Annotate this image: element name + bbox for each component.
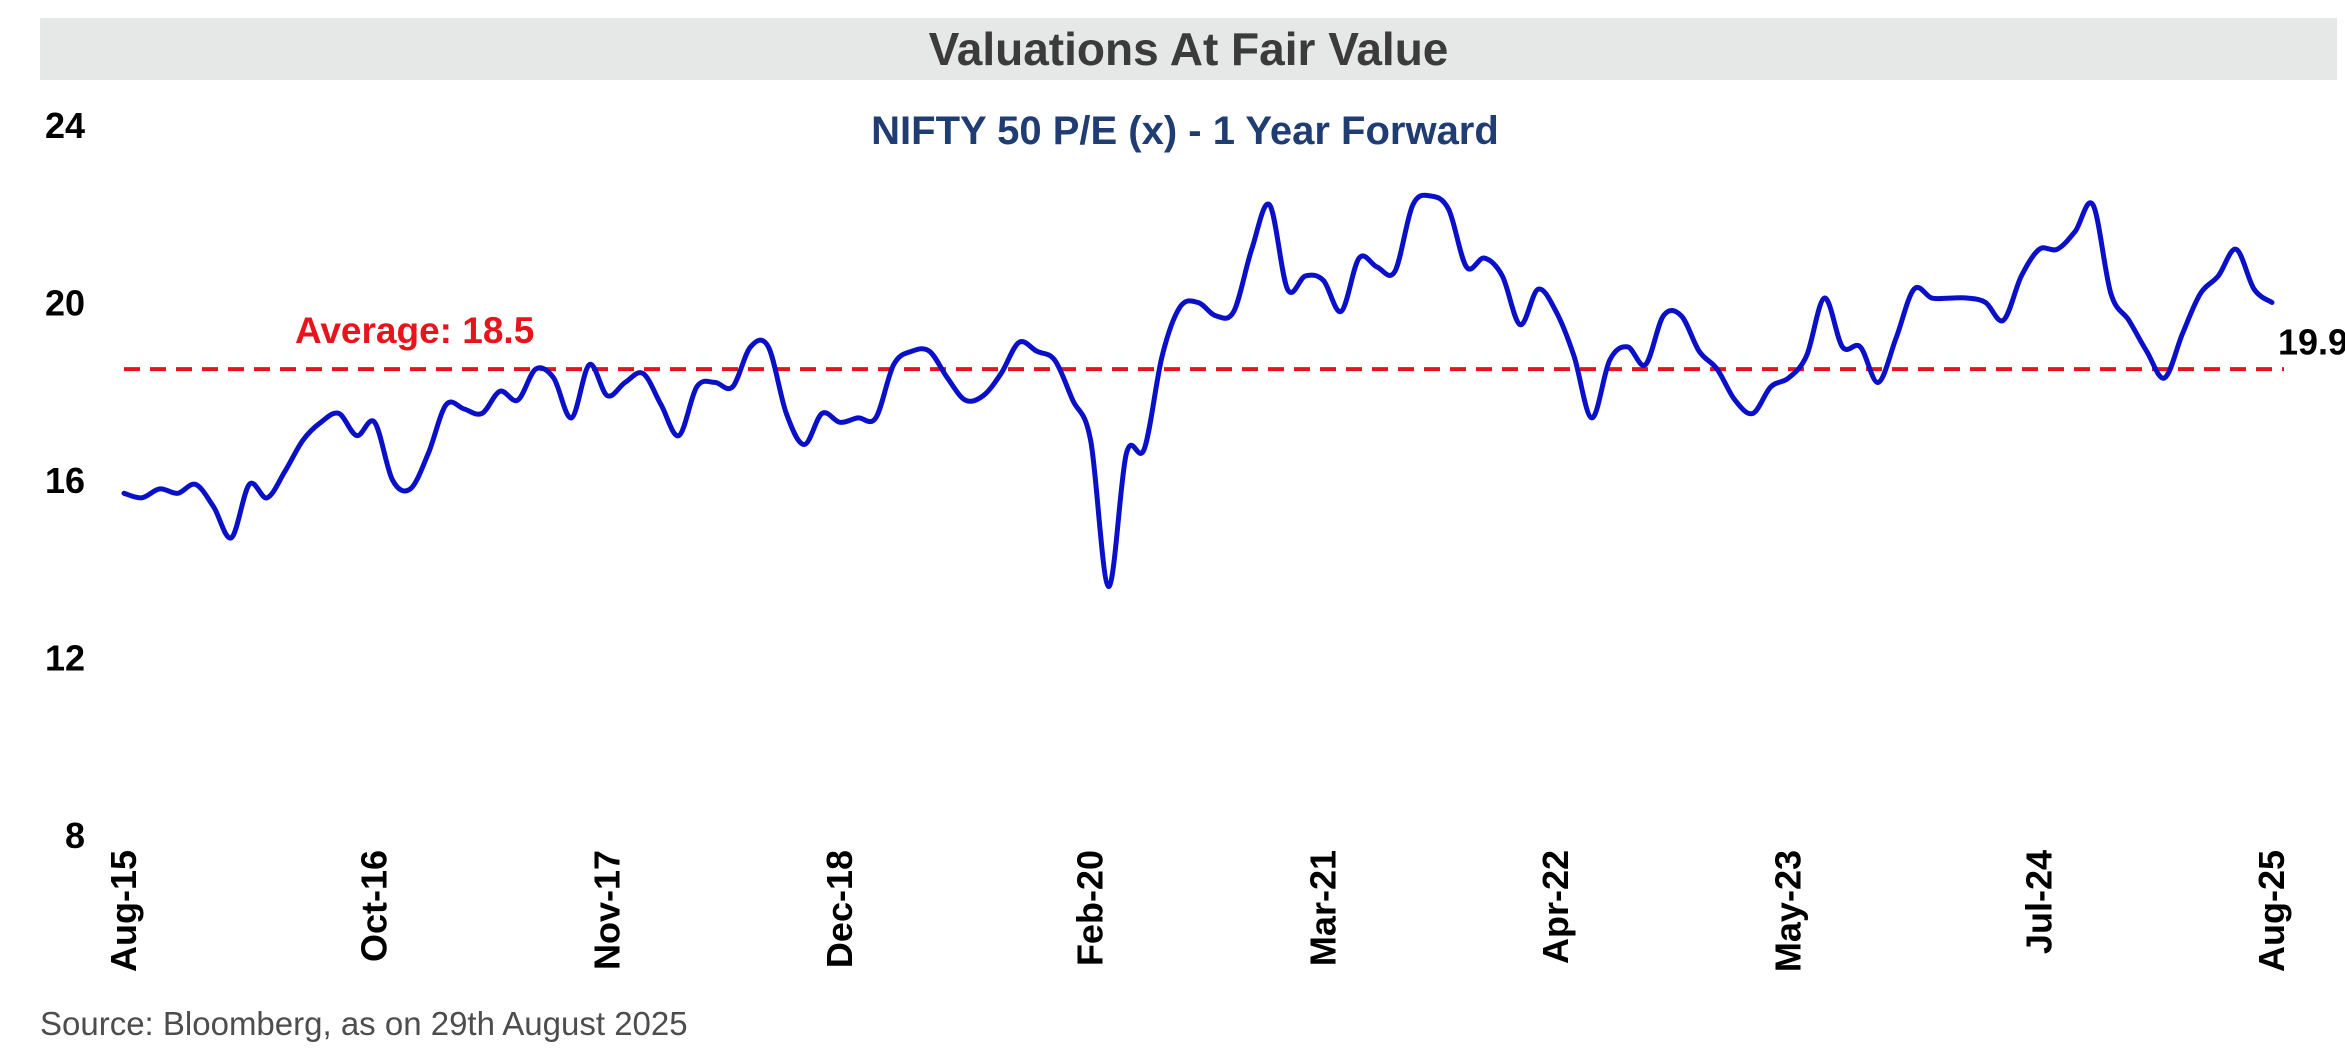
- series-line: [121, 192, 2275, 590]
- last-value-label: 19.9: [2278, 322, 2345, 363]
- x-tick-label: Oct-16: [354, 850, 395, 962]
- y-axis: 8 12 16 20 24: [45, 105, 85, 856]
- y-tick-label: 24: [45, 105, 85, 146]
- average-group: Average: 18.5: [124, 310, 2284, 372]
- y-tick-label: 12: [45, 638, 85, 679]
- x-tick-label: Nov-17: [586, 850, 627, 970]
- y-tick-label: 20: [45, 283, 85, 324]
- series-group: 19.9: [121, 192, 2345, 590]
- chart: NIFTY 50 P/E (x) - 1 Year Forward 8 12 16 2…: [45, 105, 2345, 972]
- x-tick-label: Mar-21: [1302, 850, 1343, 966]
- chart-subtitle: NIFTY 50 P/E (x) - 1 Year Forward: [871, 109, 1499, 153]
- average-label: Average: 18.5: [295, 310, 534, 351]
- x-tick-label: Feb-20: [1070, 850, 1111, 966]
- y-tick-label: 8: [65, 815, 85, 856]
- source-note: Source: Bloomberg, as on 29th August 202…: [40, 1005, 688, 1042]
- x-tick-label: Aug-15: [103, 850, 144, 972]
- page-title: Valuations At Fair Value: [928, 23, 1449, 75]
- x-axis: Aug-15 Oct-16 Nov-17 Dec-18 Feb-20 Mar-21 Apr-…: [103, 850, 2292, 972]
- x-tick-label: Dec-18: [819, 850, 860, 968]
- x-tick-label: Apr-22: [1535, 850, 1576, 964]
- chart-title-band: Valuations At Fair Value: [40, 18, 2337, 80]
- x-tick-label: Jul-24: [2018, 850, 2059, 954]
- x-tick-label: Aug-25: [2251, 850, 2292, 972]
- x-tick-label: May-23: [1768, 850, 1809, 972]
- y-tick-label: 16: [45, 460, 85, 501]
